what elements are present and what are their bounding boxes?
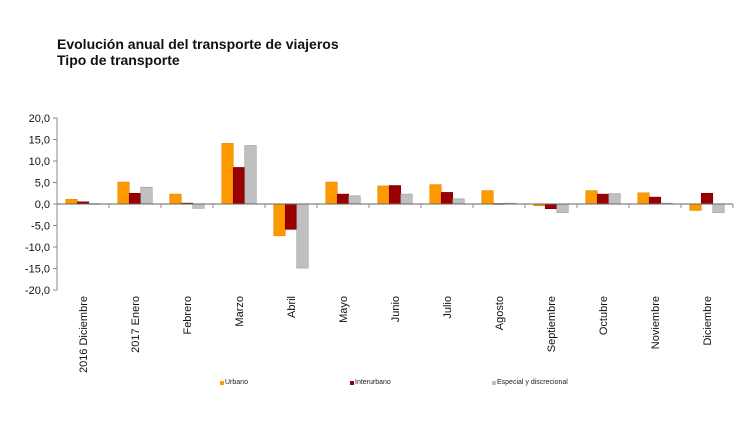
bar-urbano	[585, 190, 598, 205]
y-tick-label: 0,0	[35, 199, 50, 211]
bar-urbano	[689, 203, 702, 211]
bar-urbano	[117, 181, 130, 205]
x-tick-label: Diciembre	[702, 296, 714, 346]
y-tick-label: 15,0	[29, 135, 50, 147]
y-tick-label: -15,0	[25, 264, 50, 276]
x-tick-label: Mayo	[338, 296, 350, 323]
legend-swatch	[350, 380, 354, 385]
bar-especial-y-discrecional	[296, 203, 309, 269]
bar-especial-y-discrecional	[348, 195, 361, 205]
x-tick-label: 2016 Diciembre	[78, 296, 90, 373]
x-tick-label: Febrero	[182, 296, 194, 335]
bar-interurbano	[648, 196, 662, 205]
bar-urbano	[169, 193, 182, 205]
legend-item: Urbano	[220, 379, 248, 386]
bar-interurbano	[232, 167, 246, 205]
legend-swatch	[492, 380, 496, 385]
bar-urbano	[481, 190, 494, 205]
bar-interurbano	[596, 193, 610, 205]
x-tick-label: Julio	[442, 296, 454, 319]
bar-especial-y-discrecional	[608, 193, 621, 205]
y-tick-label: 10,0	[29, 156, 50, 168]
bar-especial-y-discrecional	[556, 203, 569, 213]
bar-urbano	[273, 203, 286, 237]
bar-interurbano	[544, 203, 558, 210]
x-tick-label: Octubre	[598, 296, 610, 335]
y-tick-label: -5,0	[31, 221, 50, 233]
y-tick-label: 20,0	[29, 113, 50, 125]
legend-label: Urbano	[225, 379, 248, 386]
chart-subtitle: Tipo de transporte	[57, 52, 180, 68]
legend-label: Especial y discrecional	[497, 379, 568, 386]
bar-urbano	[65, 198, 78, 205]
bar-interurbano	[700, 192, 714, 205]
bar-interurbano	[128, 192, 142, 205]
y-tick-label: 5,0	[35, 178, 50, 190]
bar-urbano	[429, 184, 442, 205]
x-tick-label: Marzo	[234, 296, 246, 327]
bar-interurbano	[336, 193, 350, 205]
bar-urbano	[637, 192, 650, 205]
bar-urbano	[325, 181, 338, 205]
y-tick-label: -20,0	[25, 285, 50, 297]
bar-especial-y-discrecional	[452, 198, 465, 205]
bar-especial-y-discrecional	[400, 193, 413, 205]
bar-especial-y-discrecional	[140, 186, 153, 205]
bar-especial-y-discrecional	[192, 203, 205, 209]
bar-interurbano	[440, 192, 454, 205]
chart-title: Evolución anual del transporte de viajer…	[57, 36, 339, 68]
legend-item: Especial y discrecional	[492, 379, 568, 386]
bar-interurbano	[284, 203, 298, 230]
x-tick-label: 2017 Enero	[130, 296, 142, 353]
bar-urbano	[377, 185, 390, 205]
chart-title-main: Evolución anual del transporte de viajer…	[57, 36, 339, 52]
x-tick-label: Noviembre	[650, 296, 662, 349]
x-tick-label: Septiembre	[546, 296, 558, 352]
bar-especial-y-discrecional	[712, 203, 725, 213]
legend-swatch	[220, 380, 224, 385]
bar-especial-y-discrecional	[244, 145, 257, 205]
x-tick-label: Agosto	[494, 296, 506, 330]
x-tick-label: Abril	[286, 296, 298, 318]
bar-interurbano	[388, 185, 402, 205]
bar-urbano	[221, 143, 234, 205]
x-tick-label: Junio	[390, 296, 402, 322]
legend-item: Interurbano	[350, 379, 391, 386]
y-tick-label: -10,0	[25, 242, 50, 254]
legend-label: Interurbano	[355, 379, 391, 386]
